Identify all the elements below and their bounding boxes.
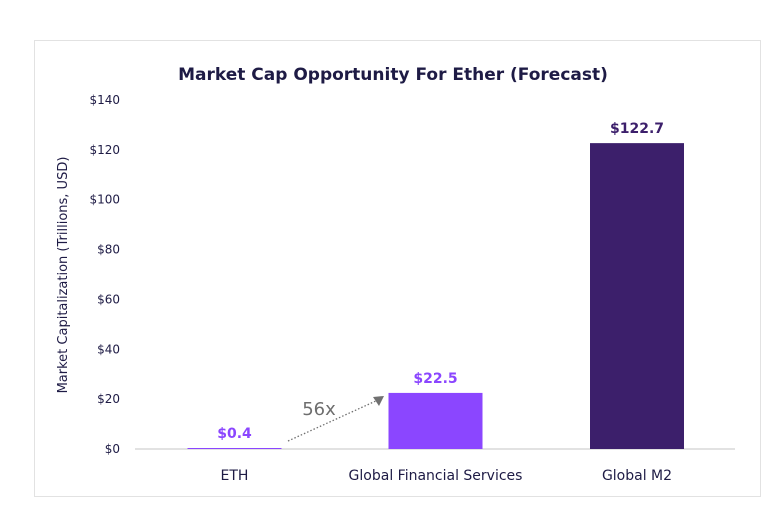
x-axis-categories: ETH Global Financial Services Global M2 [221,468,673,484]
y-tick-label: $60 [97,292,120,306]
y-tick-label: $100 [89,193,120,207]
data-label: $122.7 [610,121,664,137]
data-label: $22.5 [413,371,457,387]
bar-global-financial-services [388,392,483,449]
data-label: $0.4 [217,426,252,442]
y-tick-label: $0 [105,442,120,456]
dotted-arrow-line [287,399,379,442]
data-labels: $0.4 $22.5 $122.7 [217,121,664,442]
growth-multiple-label: 56x [302,399,336,420]
bar-eth [187,448,282,449]
x-category-label: Global M2 [602,468,672,484]
arrow-head-icon [373,396,384,406]
x-category-label: Global Financial Services [349,468,523,484]
chart-title: Market Cap Opportunity For Ether (Foreca… [178,65,608,85]
growth-annotation: 56x [287,396,384,442]
bar-global-m2 [590,143,684,449]
x-category-label: ETH [221,468,249,484]
bars [187,143,684,449]
y-tick-label: $120 [89,143,120,157]
y-axis-label: Market Capitalization (Trillions, USD) [56,157,71,394]
y-axis-ticks: $0 $20 $40 $60 $80 $100 $120 $140 [89,93,120,456]
y-tick-label: $40 [97,342,120,356]
y-tick-label: $80 [97,243,120,257]
y-tick-label: $140 [89,93,120,107]
y-tick-label: $20 [97,392,120,406]
